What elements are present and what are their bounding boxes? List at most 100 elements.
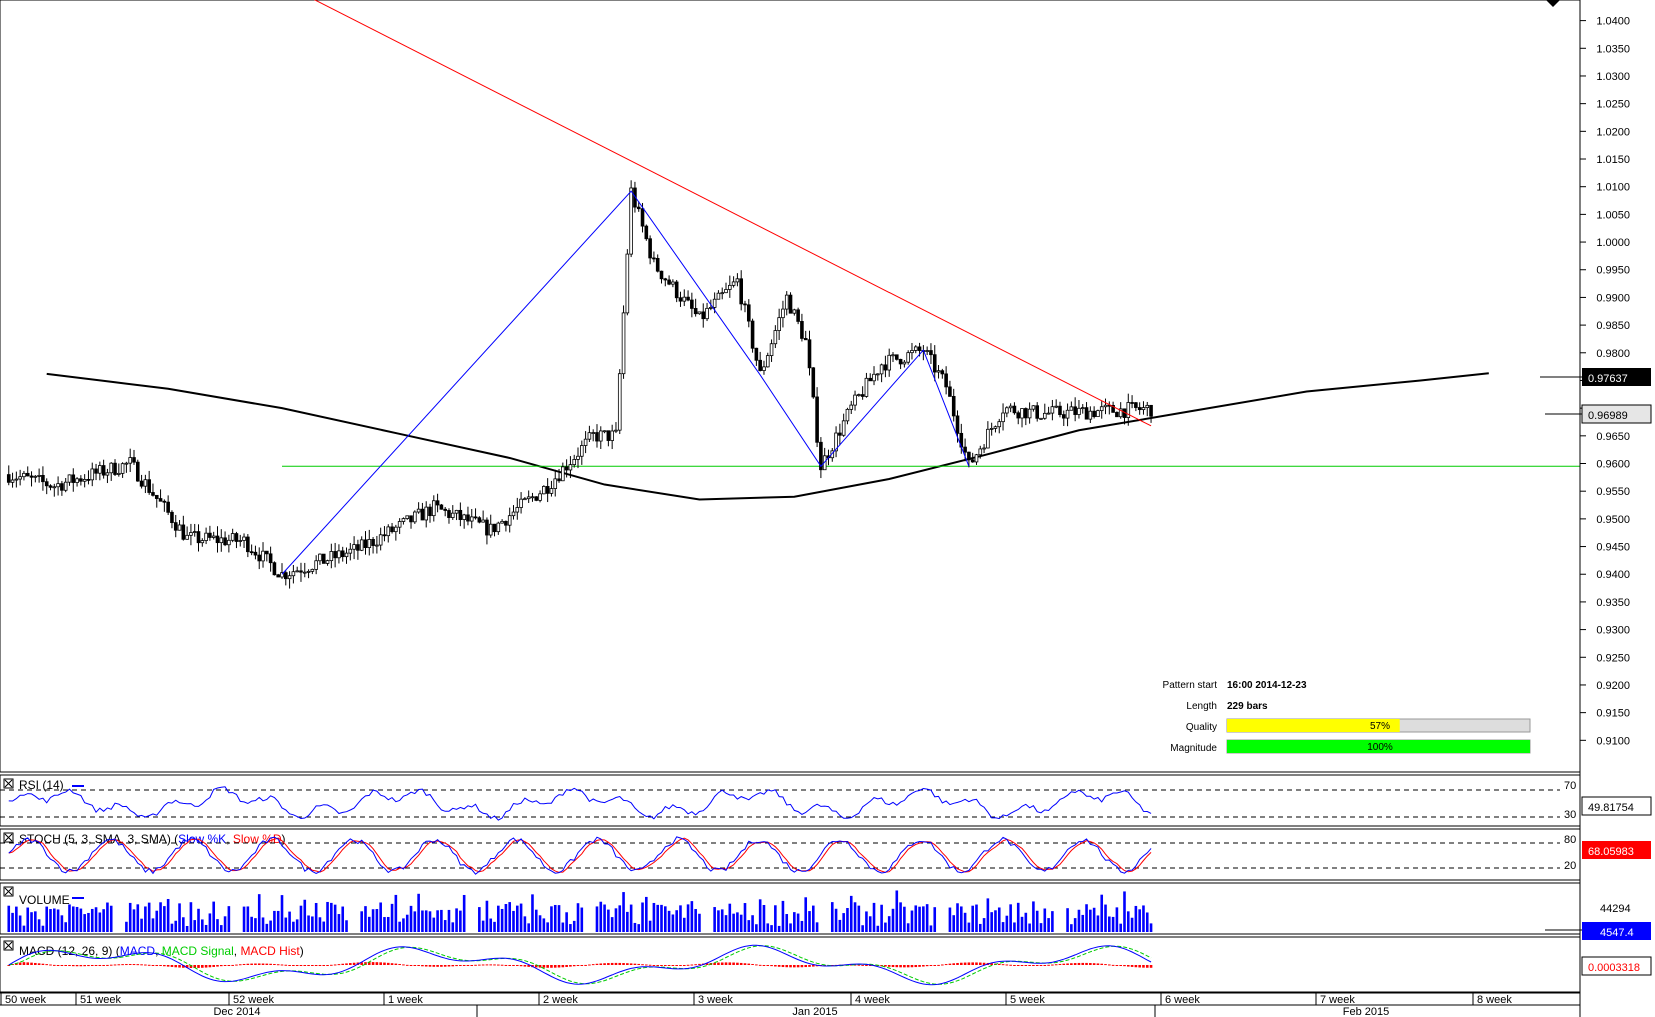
macd-hist-bar <box>386 962 390 965</box>
volume-bar <box>182 917 185 932</box>
candle-body <box>37 475 41 477</box>
stoch-title: STOCH (5, 3, SMA, 3, SMA) <box>19 832 171 846</box>
candle-body <box>337 550 341 559</box>
macd-hist-bar <box>87 965 90 967</box>
volume-bar <box>489 918 493 932</box>
macd-hist-bar <box>504 964 508 966</box>
macd-hist-bar <box>1043 965 1047 966</box>
volume-bar <box>982 918 986 932</box>
volume-bar <box>766 923 770 932</box>
candle-body <box>314 560 318 570</box>
volume-bar <box>7 905 11 932</box>
volume-bar <box>166 898 170 932</box>
candle-body <box>18 476 22 480</box>
volume-bar <box>1028 923 1031 932</box>
macd-hist-bar <box>1035 965 1039 966</box>
candle-body <box>549 488 554 494</box>
candle-body <box>917 346 922 351</box>
macd-hist-bar <box>857 964 861 966</box>
candle-body <box>386 526 391 537</box>
macd-hist-bar <box>257 963 261 965</box>
macd-hist-bar <box>90 965 94 966</box>
macd-hist-bar <box>906 965 910 968</box>
macd-hist-bar <box>1062 963 1066 965</box>
macd-hist-bar <box>982 962 986 965</box>
volume-bar <box>622 892 625 932</box>
volume-bar <box>626 911 629 932</box>
macd-hist-bar <box>1077 962 1081 965</box>
macd-hist-bar <box>413 965 417 966</box>
volume-bar <box>876 925 880 932</box>
volume-bar <box>1020 916 1024 932</box>
scroll-marker-icon[interactable] <box>1546 0 1560 7</box>
macd-hist-bar <box>1001 964 1005 966</box>
candle-body <box>424 506 429 521</box>
volume-bar <box>242 906 246 932</box>
price-tick-label: 0.9600 <box>1596 459 1630 471</box>
macd-line-label: MACD <box>120 944 156 958</box>
volume-bar <box>18 915 22 932</box>
volume-bar <box>994 910 997 932</box>
macd-hist-bar <box>102 965 105 966</box>
candle-body <box>75 478 79 483</box>
volume-bar <box>629 904 633 932</box>
stoch-d-line <box>8 837 1152 873</box>
volume-bar <box>739 914 743 932</box>
macd-hist-bar <box>527 965 530 967</box>
candle-body <box>310 568 315 572</box>
week-label: 2 week <box>543 994 578 1006</box>
month-label: Feb 2015 <box>1343 1006 1389 1017</box>
macd-hist-bar <box>71 965 75 967</box>
candle-body <box>378 534 383 546</box>
candle-body <box>929 350 933 356</box>
volume-bar <box>812 905 815 932</box>
macd-hist-bar <box>216 965 219 967</box>
candle-body <box>382 534 387 537</box>
macd-hist-bar <box>1073 963 1077 965</box>
macd-signal-label: MACD Signal <box>162 944 234 958</box>
candle-body <box>1084 407 1089 420</box>
current-ma-badge: 0.97637 <box>1540 368 1651 386</box>
macd-hist-bar <box>751 963 754 965</box>
macd-hist-bar <box>918 965 921 967</box>
candle-body <box>390 526 394 533</box>
macd-hist-bar <box>960 962 963 965</box>
macd-hist-bar <box>276 964 280 966</box>
volume-bar <box>527 923 530 932</box>
macd-hist-bar <box>1039 965 1043 966</box>
candle-body <box>769 343 774 357</box>
candle-body <box>204 532 208 541</box>
candle-body <box>561 466 565 482</box>
macd-hist-bar <box>557 965 561 968</box>
price-tick-label: 0.9100 <box>1596 735 1630 747</box>
macd-hist-bar <box>941 964 944 966</box>
volume-bar <box>303 899 307 932</box>
moving-average-line <box>46 372 1489 501</box>
volume-bar <box>1089 909 1092 932</box>
price-tick-label: 1.0200 <box>1596 126 1630 138</box>
macd-hist-bar <box>1142 965 1145 968</box>
candle-body <box>473 516 478 519</box>
volume-bar <box>694 909 697 932</box>
macd-hist-bar <box>861 964 864 966</box>
volume-bar <box>967 922 971 932</box>
macd-hist-bar <box>895 965 899 968</box>
candle-body <box>731 281 736 286</box>
candle-body <box>940 370 945 375</box>
macd-hist-bar <box>732 962 735 965</box>
price-value-label: 0.96989 <box>1588 410 1628 422</box>
macd-hist-bar <box>440 965 443 967</box>
candle-body <box>523 498 527 501</box>
candle-body <box>910 350 914 354</box>
candle-body <box>196 531 201 544</box>
candle-body <box>71 474 76 483</box>
macd-hist-bar <box>398 963 401 965</box>
volume-bar <box>565 912 568 932</box>
volume-bar <box>170 923 174 932</box>
candle-body <box>1039 417 1043 420</box>
macd-hist-bar <box>424 965 428 967</box>
ma-value-label: 0.97637 <box>1588 373 1628 385</box>
candle-body <box>439 504 444 510</box>
volume-bar <box>379 902 382 932</box>
